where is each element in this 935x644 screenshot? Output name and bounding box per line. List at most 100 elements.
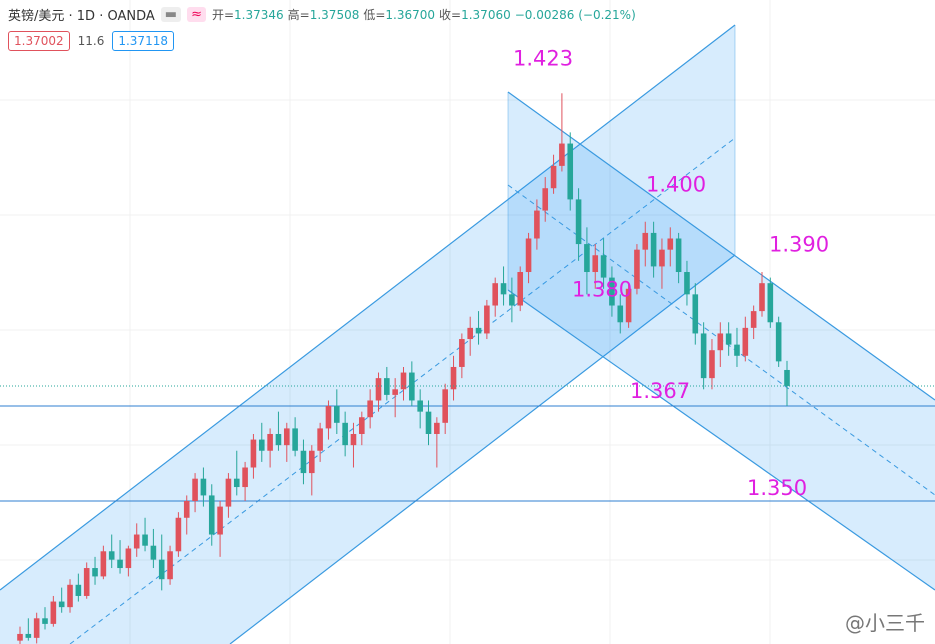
candle-body: [92, 568, 98, 577]
candle-body: [784, 369, 790, 386]
candle-body: [725, 333, 732, 345]
candle-body: [250, 439, 257, 468]
candle-body: [675, 238, 682, 273]
candle-body: [217, 506, 223, 535]
candle-body: [350, 433, 357, 446]
ohlc-value: 1.36700: [385, 8, 436, 22]
candle-body: [717, 333, 724, 351]
candle-body: [25, 633, 32, 638]
candle-body: [133, 534, 140, 549]
candle-body: [208, 495, 215, 535]
candle-body: [58, 601, 65, 608]
ohlc-label: 收=: [439, 8, 462, 22]
ask-badge: 1.37118: [112, 31, 174, 51]
toggle[interactable]: ≈: [187, 7, 206, 22]
candle-body: [192, 478, 198, 502]
candle-body: [625, 288, 632, 323]
candle-body: [308, 450, 315, 474]
candle-body: [342, 422, 348, 446]
watermark: @小三千: [845, 611, 925, 635]
price-label: 1.423: [513, 46, 573, 70]
candle-body: [567, 143, 574, 200]
price-label: 1.350: [747, 476, 807, 500]
candle-body: [575, 199, 582, 245]
candle-body: [442, 389, 448, 423]
candle-body: [200, 478, 207, 496]
candle-body: [359, 417, 365, 434]
candle-body: [150, 545, 157, 560]
toggle[interactable]: ▬: [160, 7, 182, 22]
candle-body: [500, 283, 507, 295]
candle-body: [275, 433, 282, 446]
candle-body: [392, 389, 398, 395]
candle-body: [175, 517, 182, 552]
candle-body: [492, 283, 499, 306]
candle-body: [50, 601, 57, 624]
candle-body: [750, 311, 757, 328]
candle-body: [475, 327, 482, 334]
candle-body: [292, 428, 298, 451]
change: −0.00286 (−0.21%): [514, 8, 636, 22]
price-label: 1.367: [630, 379, 690, 403]
candle-body: [117, 559, 123, 569]
ohlc-value: 1.37346: [234, 8, 284, 22]
spread: 11.6: [77, 34, 105, 48]
candle-body: [509, 294, 515, 306]
ohlc: 开=1.37346 高=1.37508 低=1.36700 收=1.37060 −0.0…: [212, 6, 636, 23]
ohlc-label: 开=: [211, 8, 235, 22]
candle-body: [183, 501, 190, 518]
candle-body: [142, 534, 148, 546]
candle-body: [400, 372, 407, 390]
candle-body: [684, 272, 690, 295]
candle-body: [367, 400, 373, 418]
candle-body: [42, 618, 48, 624]
candle-body: [459, 339, 465, 367]
candle-body: [484, 305, 490, 334]
candle-body: [75, 584, 82, 596]
candle-body: [300, 450, 307, 474]
candle-body: [317, 428, 323, 451]
ohlc-label: 低=: [363, 8, 386, 22]
candle-body: [384, 378, 390, 395]
ohlc-label: 高=: [287, 8, 310, 22]
candle-body: [467, 327, 473, 340]
candle-body: [158, 559, 165, 580]
candle-body: [767, 283, 774, 323]
candle-body: [33, 618, 40, 638]
candle-body: [534, 210, 540, 239]
candle-body: [375, 378, 382, 401]
candle-body: [667, 238, 674, 250]
price-label: 1.400: [646, 173, 706, 197]
candle-body: [83, 568, 90, 596]
price-label: 1.390: [769, 233, 829, 257]
candle-body: [734, 344, 740, 356]
price-label: 1.380: [572, 277, 632, 301]
candle-body: [650, 232, 657, 267]
candle-body: [617, 305, 624, 323]
candle-body: [108, 551, 115, 560]
candle-body: [267, 433, 273, 451]
candle-body: [283, 428, 290, 446]
candle-body: [125, 548, 132, 569]
candle-body: [67, 584, 73, 608]
symbol: 英镑/美元 · 1D · OANDA: [8, 9, 155, 24]
rising-channel-lower: [229, 254, 736, 644]
candle-body: [17, 633, 23, 641]
falling-channel-lower: [507, 289, 935, 591]
candle-body: [642, 232, 649, 250]
candle-body: [659, 249, 665, 267]
badges: 1.37002 11.6 1.37118: [8, 31, 174, 51]
falling-channel-upper: [507, 91, 935, 401]
candle-body: [709, 350, 715, 379]
header: 英镑/美元 · 1D · OANDA ▬ ≈ 开=1.37346 高=1.3750…: [8, 5, 636, 24]
candle-body: [425, 411, 432, 434]
candle-body: [233, 478, 240, 488]
candle-body: [517, 272, 524, 306]
candle-body: [450, 366, 457, 390]
candle-body: [600, 255, 607, 278]
candle-body: [417, 400, 423, 412]
candle-body: [759, 283, 765, 312]
